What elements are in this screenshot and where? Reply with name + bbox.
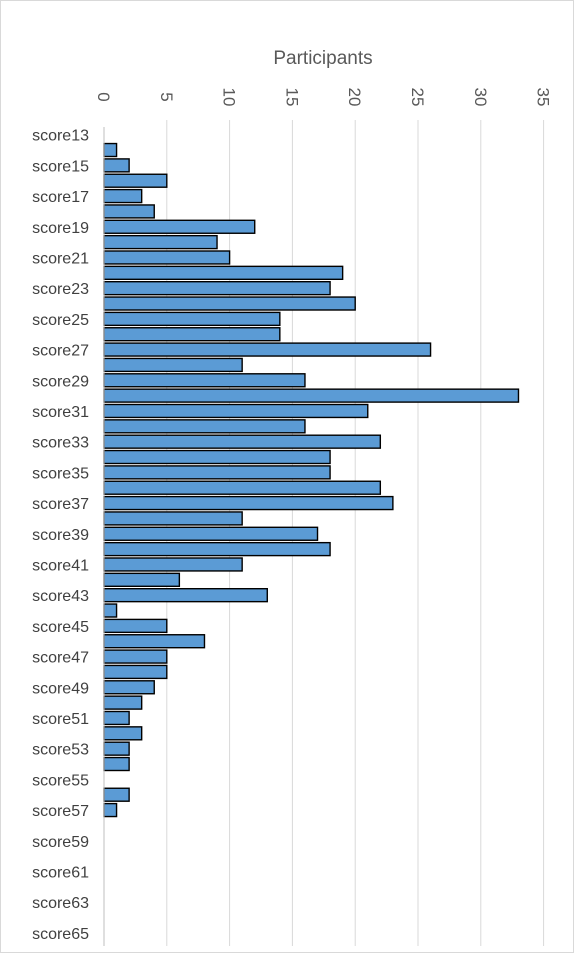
bar-score45 (103, 618, 168, 634)
category-label-score37: score37 (32, 496, 89, 513)
bar-score46 (103, 634, 206, 649)
bar-score51 (103, 710, 130, 726)
category-label-score45: score45 (32, 619, 89, 636)
bar-score15 (103, 158, 130, 173)
category-label-score33: score33 (32, 435, 89, 452)
category-label-score41: score41 (32, 557, 89, 574)
bar-score42 (103, 572, 181, 587)
category-label-score61: score61 (32, 864, 89, 881)
category-label-score17: score17 (32, 189, 89, 206)
bar-score48 (103, 664, 168, 680)
value-axis-ticks: 0 5 10 15 20 25 30 35 (94, 88, 553, 107)
bar-score20 (103, 234, 218, 250)
bar-score39 (103, 526, 319, 541)
bar-score23 (103, 281, 331, 296)
category-label-score13: score13 (32, 128, 89, 145)
bar-score14 (103, 142, 118, 158)
value-tick-label: 5 (157, 92, 176, 101)
bar-score25 (103, 311, 281, 327)
bar-score56 (103, 787, 130, 802)
bar-score41 (103, 557, 243, 572)
bar-score22 (103, 265, 344, 281)
bar-score36 (103, 480, 382, 495)
bar-score40 (103, 541, 331, 557)
category-label-score51: score51 (32, 711, 89, 728)
bar-score44 (103, 603, 118, 618)
category-label-score27: score27 (32, 343, 89, 360)
category-label-score35: score35 (32, 465, 89, 482)
value-tick-label: 0 (94, 92, 113, 101)
bar-score53 (103, 741, 130, 756)
category-label-score65: score65 (32, 926, 89, 943)
category-label-score29: score29 (32, 373, 89, 390)
category-label-score43: score43 (32, 588, 89, 605)
category-label-score53: score53 (32, 742, 89, 759)
bar-score49 (103, 680, 155, 695)
bar-score17 (103, 188, 143, 204)
bar-score24 (103, 296, 356, 311)
bar-score52 (103, 726, 143, 741)
category-label-score25: score25 (32, 312, 89, 329)
bar-score21 (103, 250, 231, 265)
bar-score28 (103, 357, 243, 373)
bar-score34 (103, 449, 331, 465)
bar-score35 (103, 465, 331, 480)
bar-score19 (103, 219, 256, 234)
bar-score27 (103, 342, 432, 357)
category-label-score47: score47 (32, 650, 89, 667)
category-label-score15: score15 (32, 158, 89, 175)
bar-score18 (103, 204, 155, 219)
category-axis-labels: score13 score15 score17 score19 score21 score… (32, 128, 89, 943)
bar-score43 (103, 588, 268, 603)
category-label-score39: score39 (32, 527, 89, 544)
category-label-score23: score23 (32, 281, 89, 298)
category-label-score59: score59 (32, 834, 89, 851)
category-label-score57: score57 (32, 803, 89, 820)
bar-score54 (103, 756, 130, 772)
value-axis-title: Participants (273, 48, 372, 69)
bar-score33 (103, 434, 382, 449)
category-label-score19: score19 (32, 220, 89, 237)
value-tick-label: 10 (220, 88, 239, 107)
bars (103, 142, 520, 818)
bar-score50 (103, 695, 143, 710)
value-tick-label: 20 (345, 88, 364, 107)
category-label-score55: score55 (32, 772, 89, 789)
bar-score47 (103, 649, 168, 664)
bar-score57 (103, 802, 118, 818)
value-tick-label: 25 (408, 88, 427, 107)
value-tick-label: 30 (471, 88, 490, 107)
category-label-score49: score49 (32, 680, 89, 697)
category-label-score31: score31 (32, 404, 89, 421)
value-tick-label: 15 (282, 88, 301, 107)
bar-score26 (103, 327, 281, 342)
bar-score37 (103, 495, 394, 511)
bar-score30 (103, 388, 520, 403)
bar-score38 (103, 511, 243, 526)
bar-score16 (103, 173, 168, 188)
bar-score32 (103, 419, 306, 434)
category-label-score63: score63 (32, 895, 89, 912)
value-tick-label: 35 (534, 88, 553, 107)
category-label-score21: score21 (32, 250, 89, 267)
bar-score29 (103, 373, 306, 388)
bar-score31 (103, 403, 369, 419)
